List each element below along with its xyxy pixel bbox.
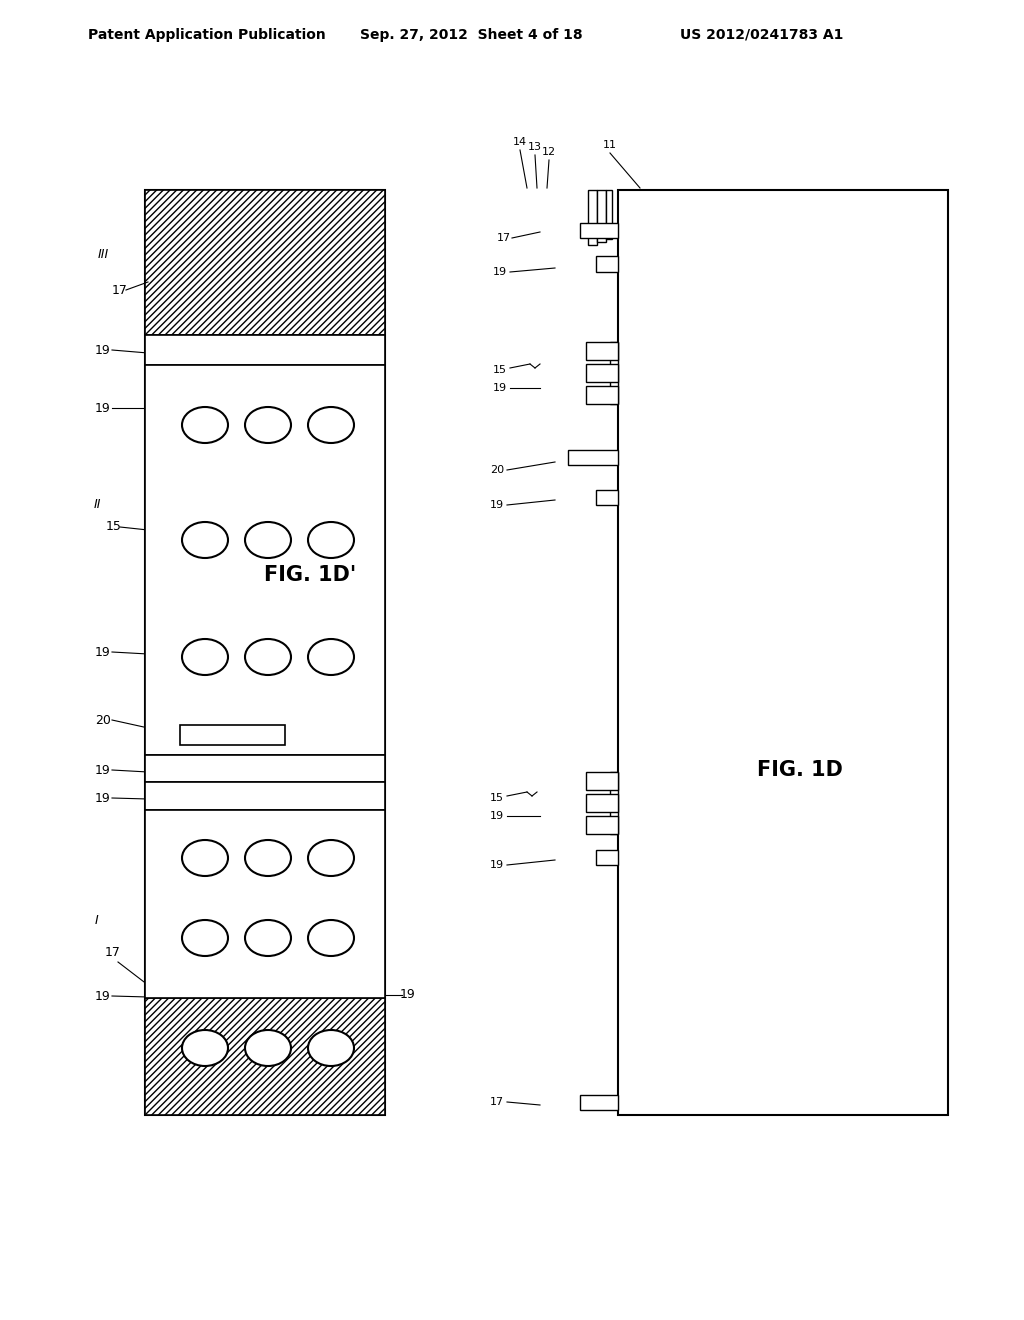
Bar: [586, 772, 618, 789]
Bar: [588, 190, 597, 246]
Text: I: I: [95, 913, 99, 927]
Ellipse shape: [245, 840, 291, 876]
Bar: [610, 772, 618, 834]
Text: 19: 19: [489, 810, 504, 821]
Bar: [145, 998, 385, 1115]
Text: Patent Application Publication: Patent Application Publication: [88, 28, 326, 42]
Text: 12: 12: [542, 147, 556, 157]
Ellipse shape: [182, 1030, 228, 1067]
Ellipse shape: [182, 920, 228, 956]
Bar: [580, 1096, 618, 1110]
Ellipse shape: [245, 920, 291, 956]
Bar: [145, 190, 385, 1115]
Bar: [586, 364, 618, 381]
Bar: [610, 342, 618, 404]
Text: 17: 17: [497, 234, 511, 243]
Text: 13: 13: [528, 143, 542, 152]
Text: 15: 15: [106, 520, 122, 533]
Bar: [586, 385, 618, 404]
Ellipse shape: [245, 407, 291, 444]
Bar: [580, 223, 618, 238]
Ellipse shape: [308, 521, 354, 558]
Text: II: II: [93, 499, 100, 511]
Ellipse shape: [245, 521, 291, 558]
Text: FIG. 1D: FIG. 1D: [757, 760, 843, 780]
Text: 20: 20: [95, 714, 111, 726]
Bar: [145, 755, 385, 781]
Ellipse shape: [182, 840, 228, 876]
Text: 19: 19: [95, 401, 111, 414]
Bar: [145, 190, 385, 335]
Text: Sep. 27, 2012  Sheet 4 of 18: Sep. 27, 2012 Sheet 4 of 18: [360, 28, 583, 42]
Text: 19: 19: [489, 861, 504, 870]
Ellipse shape: [182, 407, 228, 444]
Text: US 2012/0241783 A1: US 2012/0241783 A1: [680, 28, 844, 42]
Text: 19: 19: [95, 645, 111, 659]
Ellipse shape: [308, 407, 354, 444]
Text: 17: 17: [489, 1097, 504, 1107]
Bar: [568, 450, 618, 465]
Ellipse shape: [245, 1030, 291, 1067]
Bar: [586, 816, 618, 834]
Text: 15: 15: [493, 366, 507, 375]
Bar: [145, 781, 385, 810]
Text: 17: 17: [105, 945, 121, 958]
Bar: [586, 342, 618, 360]
Ellipse shape: [182, 639, 228, 675]
Text: 15: 15: [490, 793, 504, 803]
Ellipse shape: [245, 639, 291, 675]
Text: 19: 19: [493, 383, 507, 393]
Ellipse shape: [308, 639, 354, 675]
Bar: [145, 335, 385, 366]
Text: 19: 19: [400, 989, 416, 1002]
Bar: [596, 850, 618, 865]
Bar: [145, 810, 385, 998]
Text: FIG. 1D': FIG. 1D': [264, 565, 356, 585]
Ellipse shape: [182, 521, 228, 558]
Bar: [596, 256, 618, 272]
Bar: [180, 725, 285, 744]
Ellipse shape: [308, 1030, 354, 1067]
Text: 19: 19: [95, 990, 111, 1002]
Bar: [606, 190, 612, 239]
Text: 17: 17: [112, 284, 128, 297]
Ellipse shape: [308, 840, 354, 876]
Bar: [596, 490, 618, 506]
Text: 19: 19: [489, 500, 504, 510]
Text: 14: 14: [513, 137, 527, 147]
Text: 19: 19: [493, 267, 507, 277]
Text: 20: 20: [489, 465, 504, 475]
Bar: [597, 190, 606, 242]
Text: 19: 19: [95, 763, 111, 776]
Text: 19: 19: [95, 792, 111, 804]
Bar: [145, 366, 385, 755]
Bar: [586, 795, 618, 812]
Text: 19: 19: [95, 343, 111, 356]
Text: 11: 11: [603, 140, 617, 150]
Text: III: III: [97, 248, 109, 261]
Bar: [618, 190, 948, 1115]
Ellipse shape: [308, 920, 354, 956]
